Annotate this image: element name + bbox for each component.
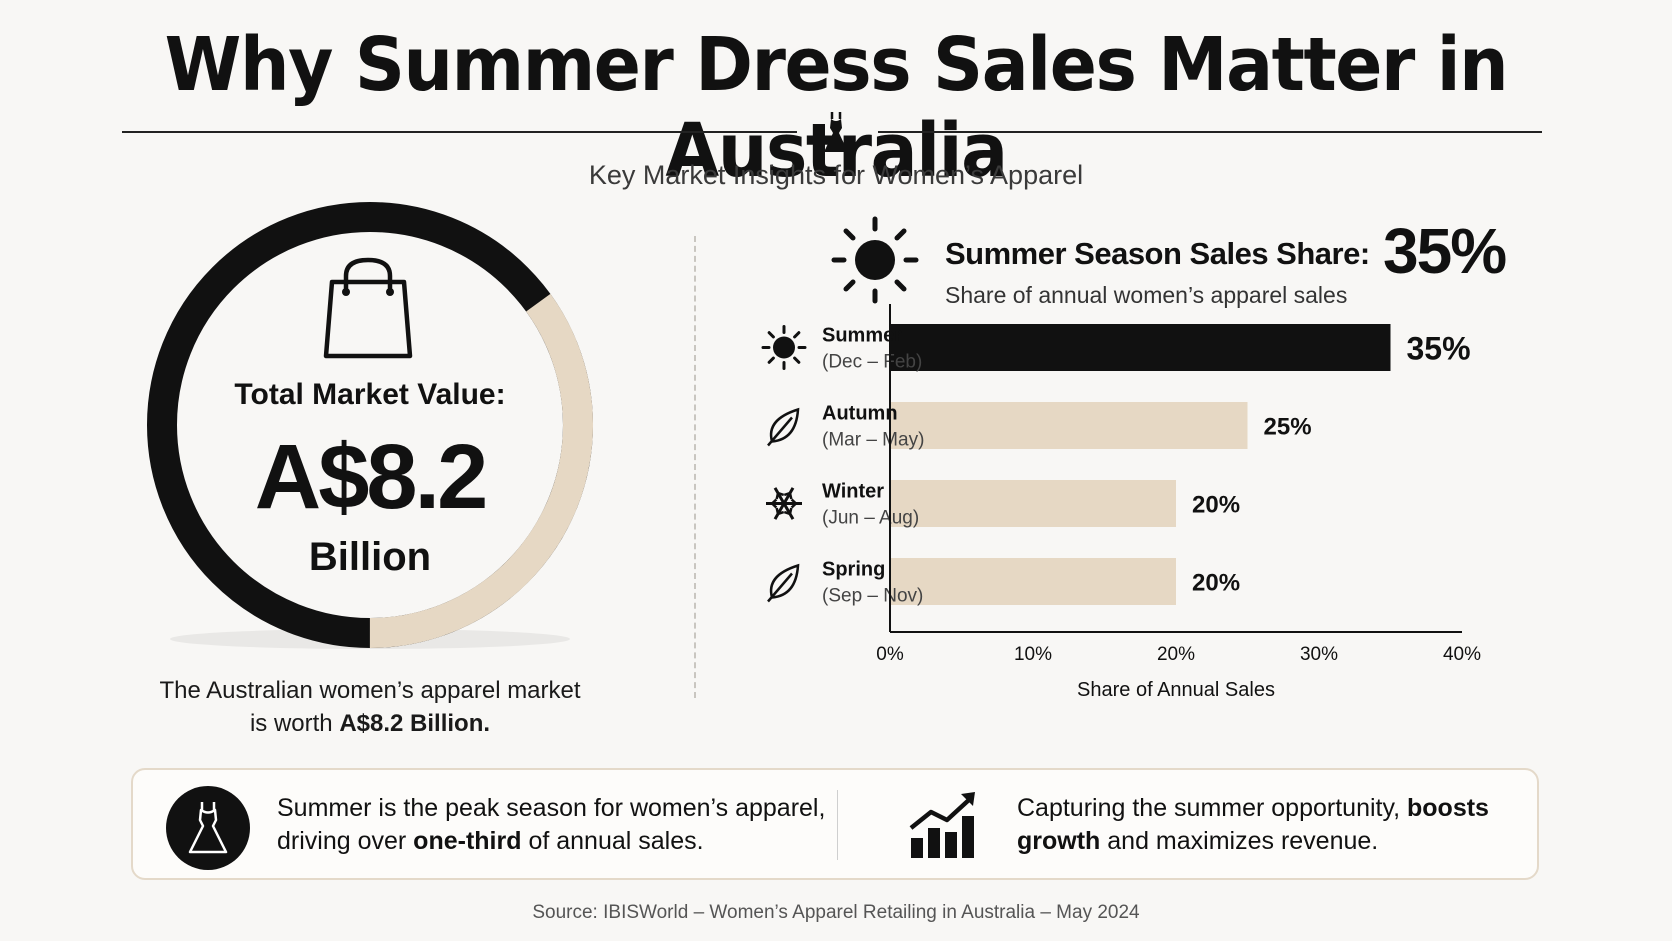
category-range-summer: (Dec – Feb) [822, 352, 922, 373]
title-divider-left [122, 131, 797, 133]
source-citation: Source: IBISWorld – Women’s Apparel Reta… [532, 902, 1140, 923]
title-divider-right [878, 131, 1542, 133]
page-subtitle: Key Market Insights for Women’s Apparel [588, 160, 1084, 190]
bar-value-label-spring: 20% [1192, 570, 1240, 597]
category-range-autumn: (Mar – May) [822, 430, 924, 451]
x-tick-label: 20% [1157, 644, 1195, 665]
section-divider [694, 236, 696, 698]
callout-right-text: Capturing the summer opportunity, boosts… [1017, 792, 1517, 858]
bar-autumn [890, 402, 1248, 449]
leaf-icon [767, 407, 800, 447]
category-label-autumn: Autumn [822, 403, 898, 425]
market-description: The Australian women’s apparel market is… [150, 674, 590, 740]
bar-value-label-autumn: 25% [1264, 414, 1312, 441]
growth-chart-icon [909, 792, 975, 858]
summer-share-description: Share of annual women’s apparel sales [945, 282, 1348, 308]
category-label-spring: Spring [822, 559, 885, 581]
bar-summer [890, 324, 1391, 371]
category-range-spring: (Sep – Nov) [822, 586, 923, 607]
season-sales-bar-chart: 35% Summer (Dec – Feb) 25% Autumn (Mar – May)… [761, 304, 1481, 701]
x-tick-label: 0% [876, 644, 904, 665]
callout-right-pre: Capturing the summer opportunity, [1017, 794, 1408, 822]
callout-left-pre: Summer is the peak season for women’s ap… [277, 794, 826, 855]
market-description-bold: A$8.2 Billion. [339, 710, 491, 737]
callout-right-post: and maximizes revenue. [1100, 827, 1379, 855]
x-tick-label: 40% [1443, 644, 1481, 665]
bar-value-label-summer: 35% [1407, 331, 1471, 367]
market-value-unit: Billion [308, 535, 432, 579]
x-tick-label: 30% [1300, 644, 1338, 665]
summer-share-label: Summer Season Sales Share: [945, 236, 1370, 271]
insight-callout [131, 768, 1539, 880]
callout-left-text: Summer is the peak season for women’s ap… [277, 792, 837, 858]
x-tick-label: 10% [1014, 644, 1052, 665]
sun-icon [761, 325, 807, 370]
bar-spring [890, 558, 1176, 605]
callout-left-post: of annual sales. [521, 827, 704, 855]
leaf-icon [767, 563, 800, 603]
dress-icon [824, 112, 848, 152]
category-range-winter: (Jun – Aug) [822, 508, 919, 529]
shopping-bag-icon [323, 257, 413, 359]
x-axis-title: Share of Annual Sales [1077, 679, 1275, 701]
bar-winter [890, 480, 1176, 527]
market-share-donut [147, 202, 593, 649]
dress-icon [166, 786, 250, 870]
callout-right-bold: boosts growth [1017, 794, 1489, 855]
market-value: A$8.2 [254, 426, 489, 528]
sun-icon [831, 216, 919, 304]
market-description-text: The Australian women’s apparel market is… [159, 677, 581, 737]
snowflake-icon [766, 487, 802, 520]
bar-value-label-winter: 20% [1192, 492, 1240, 519]
category-label-summer: Summer [822, 325, 902, 347]
category-label-winter: Winter [822, 481, 884, 503]
callout-left-bold: one-third [413, 827, 522, 855]
callout-divider [837, 790, 838, 860]
summer-share-value: 35% [1383, 215, 1507, 287]
market-value-label: Total Market Value: [234, 378, 506, 411]
